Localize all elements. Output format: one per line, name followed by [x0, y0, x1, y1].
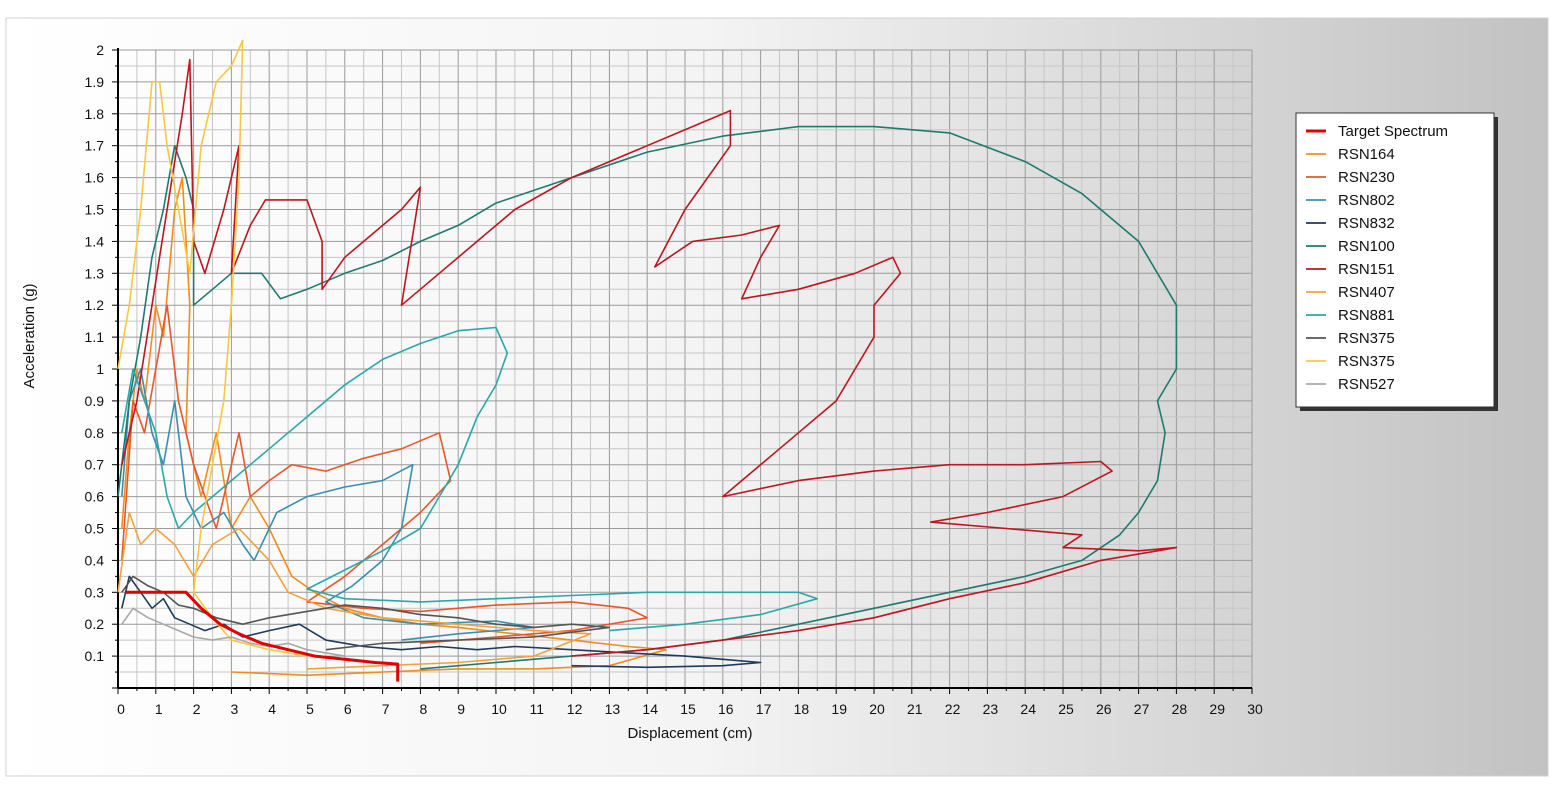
legend-label: RSN375	[1338, 330, 1395, 347]
legend-label: RSN230	[1338, 169, 1395, 186]
y-tick-label: 1.1	[85, 329, 105, 345]
y-tick-label: 2	[96, 42, 104, 58]
y-tick-label: 1.8	[85, 106, 105, 122]
y-tick-label: 1.4	[85, 233, 105, 249]
x-tick-label: 21	[907, 701, 923, 717]
legend-label: RSN832	[1338, 215, 1395, 232]
y-tick-label: 0.3	[85, 584, 105, 600]
y-tick-label: 1.3	[85, 265, 105, 281]
x-tick-label: 13	[605, 701, 621, 717]
series-line-rsn230	[121, 304, 648, 645]
y-tick-label: 1	[96, 361, 104, 377]
y-tick-label: 0.7	[85, 457, 105, 473]
x-tick-label: 5	[306, 701, 314, 717]
x-tick-label: 28	[1172, 701, 1188, 717]
legend-box	[1295, 112, 1495, 408]
x-tick-label: 2	[193, 701, 201, 717]
y-axis-label: Acceleration (g)	[21, 283, 38, 388]
x-tick-label: 26	[1096, 701, 1112, 717]
y-tick-label: 1.9	[85, 74, 105, 90]
x-tick-label: 29	[1209, 701, 1225, 717]
x-tick-label: 0	[117, 701, 125, 717]
x-tick-label: 14	[642, 701, 658, 717]
series-line-rsn375	[121, 575, 611, 651]
x-tick-label: 20	[869, 701, 885, 717]
x-tick-label: 6	[344, 701, 352, 717]
x-tick-label: 24	[1020, 701, 1036, 717]
x-tick-label: 11	[530, 701, 545, 717]
x-tick-label: 10	[491, 701, 507, 717]
y-tick-label: 1.7	[85, 138, 105, 154]
series-line-rsn802	[121, 368, 535, 641]
x-tick-label: 9	[457, 701, 465, 717]
x-axis-label: Displacement (cm)	[627, 725, 752, 742]
legend-label: RSN527	[1338, 376, 1395, 393]
series-line-rsn375	[117, 39, 308, 657]
y-tick-label: 0.2	[85, 616, 105, 632]
tick-labels: 0 1 2 3 4 5 6 7 8 9 10 11 12 13 14 15 16 17 18 19 20 21 22 23 24…	[85, 42, 1263, 717]
series-line-rsn881	[121, 326, 819, 632]
legend-label: Target Spectrum	[1338, 123, 1448, 140]
y-tick-label: 0.8	[85, 425, 105, 441]
x-tick-label: 23	[983, 701, 999, 717]
y-tick-label: 0.9	[85, 393, 105, 409]
x-tick-label: 30	[1247, 701, 1263, 717]
x-tick-label: 18	[794, 701, 810, 717]
x-tick-label: 19	[831, 701, 847, 717]
y-tick-label: 1.5	[85, 202, 105, 218]
y-tick-label: 1.2	[85, 297, 105, 313]
x-tick-label: 25	[1058, 701, 1074, 717]
y-tick-label: 0.4	[85, 552, 105, 568]
chart-background	[5, 17, 1549, 777]
x-tick-label: 16	[718, 701, 734, 717]
x-tick-label: 22	[945, 701, 961, 717]
series-line-rsn407	[117, 511, 592, 670]
x-tick-label: 15	[680, 701, 696, 717]
legend-label: RSN164	[1338, 146, 1395, 163]
series-line-rsn832	[121, 575, 762, 669]
x-tick-label: 4	[268, 701, 276, 717]
legend-label: RSN802	[1338, 192, 1395, 209]
x-tick-label: 27	[1134, 701, 1150, 717]
x-tick-label: 1	[155, 701, 163, 717]
legend-label: RSN375	[1338, 353, 1395, 370]
x-tick-label: 7	[382, 701, 390, 717]
legend-label: RSN881	[1338, 307, 1395, 324]
series-line-rsn151	[121, 58, 1178, 657]
y-tick-label: 0.6	[85, 489, 105, 505]
x-tick-label: 8	[420, 701, 428, 717]
x-tick-label: 12	[567, 701, 583, 717]
legend-label: RSN151	[1338, 261, 1395, 278]
y-tick-label: 0.5	[85, 521, 105, 537]
series-layer	[117, 39, 1178, 682]
x-tick-label: 17	[756, 701, 772, 717]
series-line-target-spectrum	[125, 590, 400, 682]
y-tick-label: 0.1	[85, 648, 105, 664]
legend-label: RSN100	[1338, 238, 1395, 255]
legend: Target Spectrum RSN164 RSN230 RSN802 RSN832 R…	[1295, 112, 1498, 411]
x-tick-label: 3	[231, 701, 239, 717]
legend-label: RSN407	[1338, 284, 1395, 301]
series-line-rsn527	[121, 607, 345, 657]
y-tick-label: 1.6	[85, 170, 105, 186]
